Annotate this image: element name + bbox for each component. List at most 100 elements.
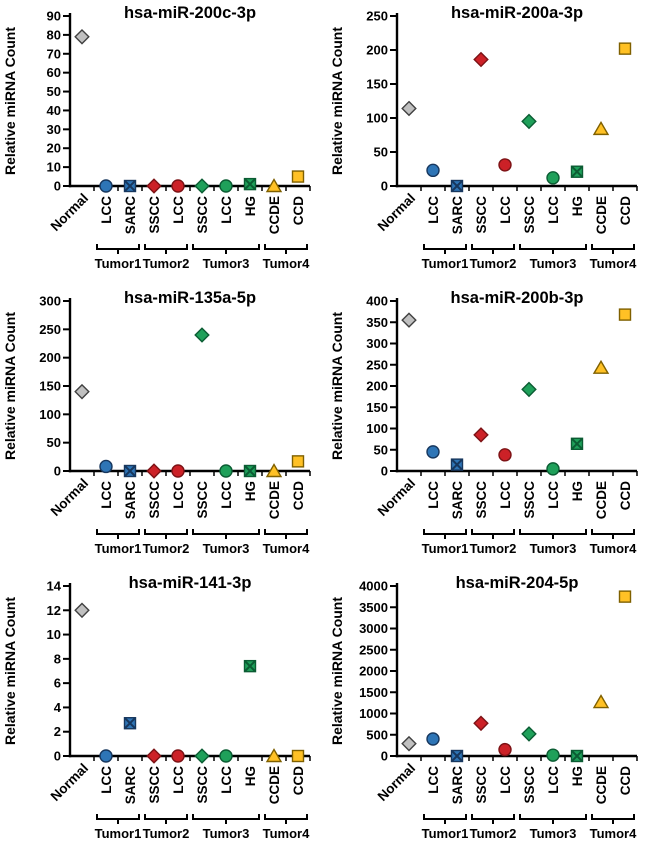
y-tick-label: 50: [374, 145, 388, 160]
data-point-marker: [219, 749, 233, 763]
y-tick-label: 1500: [359, 685, 388, 700]
data-point-marker: [498, 448, 512, 462]
triangle-marker-icon: [265, 748, 283, 763]
x-category-label: CCDE: [267, 481, 282, 519]
tumor-group-bracket: [423, 814, 467, 824]
diamond-marker-icon: [521, 726, 537, 742]
tumor-group-bracket: [519, 814, 587, 824]
tumor-group-label: Tumor4: [263, 541, 310, 556]
square-marker-icon: [291, 749, 305, 763]
x-category-label: CCD: [291, 766, 306, 795]
tumor-group-label: Tumor4: [263, 826, 310, 841]
chart-title: hsa-miR-200c-3p: [124, 4, 256, 22]
y-tick-label: 50: [47, 435, 61, 450]
y-tick-label: 100: [366, 111, 388, 126]
tumor-group-bracket: [519, 244, 587, 254]
tumor-group-bracket: [471, 529, 515, 539]
x-category-label: SARC: [123, 481, 138, 520]
y-tick-label: 350: [366, 315, 388, 330]
tumor-group-bracket: [591, 529, 635, 539]
chart-svg: hsa-miR-200b-3p Relative miRNA Count 0 50 10…: [329, 289, 638, 556]
circle-marker-icon: [426, 445, 440, 459]
data-point-marker: [123, 717, 137, 730]
tumor-group-bracket: [591, 814, 635, 824]
y-tick-label: 10: [47, 627, 61, 642]
circle-marker-icon: [171, 179, 185, 193]
y-tick-label: 0: [54, 749, 61, 764]
y-tick-label: 8: [54, 651, 61, 666]
tumor-group-label: Tumor4: [263, 256, 310, 271]
tumor-group-bracket: [144, 244, 188, 254]
diamond-marker-icon: [473, 427, 489, 443]
y-axis-label: Relative miRNA Count: [329, 312, 345, 460]
y-tick-label: 50: [47, 84, 61, 99]
x-category-label: SSCC: [474, 481, 489, 519]
chart-svg: hsa-miR-135a-5p Relative miRNA Count 0 50 10…: [2, 289, 311, 556]
square-marker-icon: [618, 590, 632, 603]
data-point-marker: [243, 659, 257, 673]
data-point-marker: [426, 732, 440, 746]
diamond-marker-icon: [146, 463, 162, 479]
diamond-marker-icon: [521, 381, 537, 398]
tumor-group-bracket: [96, 814, 140, 824]
x-category-label: CCD: [291, 196, 306, 225]
y-tick-label: 100: [39, 407, 61, 422]
y-tick-label: 0: [381, 749, 388, 764]
tumor-group-bracket: [264, 244, 308, 254]
chart-title: hsa-miR-204-5p: [456, 574, 579, 592]
circle-marker-icon: [219, 464, 233, 478]
tumor-group-bracket: [144, 814, 188, 824]
y-tick-label: 100: [366, 421, 388, 436]
y-tick-label: 0: [381, 464, 388, 479]
data-point-marker: [546, 462, 560, 476]
y-tick-label: 200: [39, 350, 61, 365]
y-tick-label: 150: [366, 400, 388, 415]
y-tick-label: 4: [54, 700, 62, 715]
data-point-marker: [618, 308, 632, 321]
data-point-marker: [401, 735, 417, 752]
x-category-label: LCC: [426, 196, 441, 224]
diamond-marker-icon: [74, 28, 90, 45]
tumor-group-bracket: [192, 814, 260, 824]
data-point-marker: [74, 28, 90, 45]
x-category-label: SSCC: [147, 766, 162, 804]
diamond-marker-icon: [146, 748, 162, 764]
x-category-label: SSCC: [522, 196, 537, 234]
data-point-marker: [592, 694, 610, 709]
diamond-marker-icon: [146, 178, 162, 194]
data-point-marker: [265, 748, 283, 763]
square-marker-icon: [618, 308, 632, 321]
data-point-marker: [146, 178, 162, 194]
y-axis-label: Relative miRNA Count: [2, 597, 18, 745]
circle-marker-icon: [99, 179, 113, 193]
data-point-marker: [74, 602, 90, 619]
data-point-marker: [450, 749, 464, 763]
data-point-marker: [99, 459, 113, 474]
y-tick-label: 30: [47, 122, 61, 137]
x-category-label: CCDE: [267, 766, 282, 804]
x-category-label: LCC: [498, 196, 513, 224]
diamond-marker-icon: [194, 327, 210, 343]
data-point-marker: [194, 748, 210, 764]
x-glyph-icon: [124, 717, 136, 729]
triangle-marker-icon: [265, 178, 283, 193]
x-category-label: LCC: [171, 481, 186, 509]
diamond-marker-icon: [521, 113, 537, 130]
chart-title: hsa-miR-200a-3p: [451, 4, 583, 22]
tumor-group-bracket: [423, 244, 467, 254]
x-glyph-icon: [451, 458, 463, 471]
x-glyph-icon: [571, 166, 583, 178]
x-category-label: HG: [243, 766, 258, 786]
data-point-marker: [74, 383, 90, 400]
x-category-label: Normal: [48, 476, 91, 519]
square-marker-icon: [291, 455, 305, 468]
x-category-label: SSCC: [147, 196, 162, 234]
x-category-label: Normal: [48, 761, 91, 804]
chart-svg: hsa-miR-200a-3p Relative miRNA Count 0 50 10…: [329, 4, 638, 271]
diamond-marker-icon: [74, 602, 90, 619]
square-marker-icon: [291, 170, 305, 183]
x-category-label: LCC: [219, 196, 234, 224]
y-tick-label: 10: [47, 160, 61, 175]
data-point-marker: [291, 170, 305, 183]
chart-panel: hsa-miR-135a-5p Relative miRNA Count 0 50 10…: [0, 285, 327, 570]
